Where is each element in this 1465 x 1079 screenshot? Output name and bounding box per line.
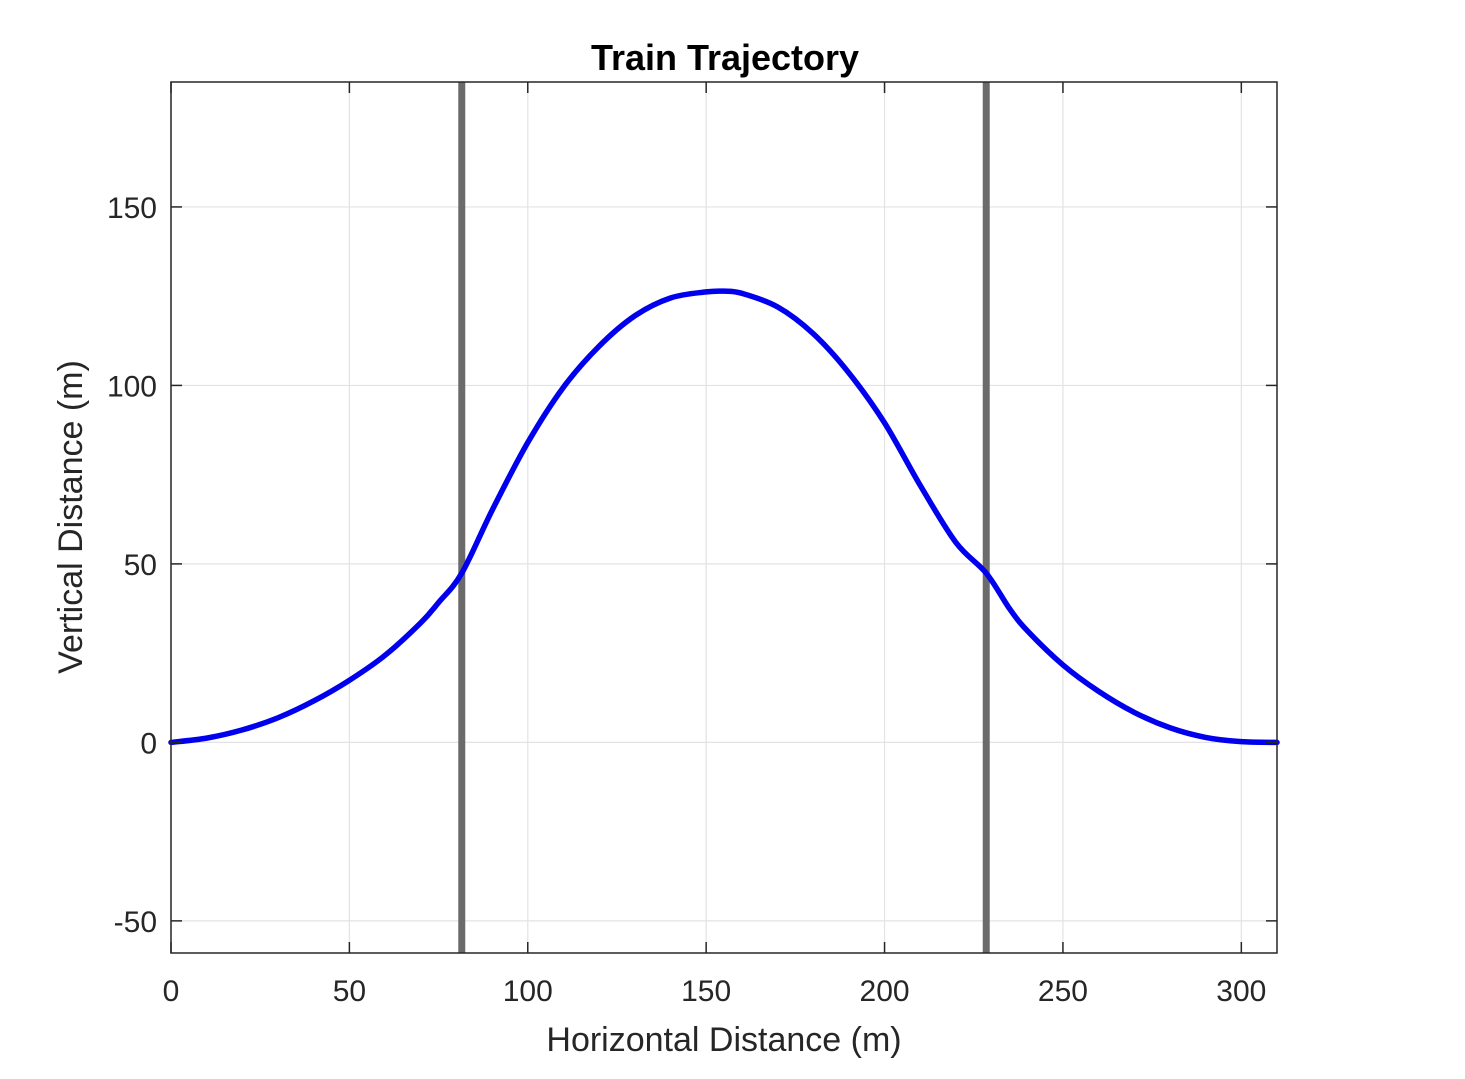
x-tick-label: 200 bbox=[860, 975, 910, 1008]
x-tick-label: 100 bbox=[503, 975, 553, 1008]
y-tick-label: 50 bbox=[124, 549, 157, 582]
y-tick-label: 100 bbox=[107, 370, 157, 403]
plot-frame bbox=[170, 81, 1278, 954]
y-tick-label: 0 bbox=[140, 727, 157, 760]
vertical-markers bbox=[458, 82, 990, 953]
plot-area bbox=[171, 82, 1277, 953]
y-axis-label: Vertical Distance (m) bbox=[52, 360, 90, 674]
x-tick-label: 250 bbox=[1038, 975, 1088, 1008]
x-axis-label: Horizontal Distance (m) bbox=[546, 1021, 901, 1059]
y-tick-label: -50 bbox=[114, 906, 157, 939]
series-layer bbox=[168, 288, 1280, 746]
x-tick-label: 300 bbox=[1216, 975, 1266, 1008]
axis-ticks: 0 50 100 150 200 250 300 -50 0 50 100 150 bbox=[107, 82, 1277, 1008]
x-tick-label: 50 bbox=[333, 975, 366, 1008]
x-tick-label: 150 bbox=[681, 975, 731, 1008]
grid-lines bbox=[170, 82, 1277, 953]
trajectory-line bbox=[168, 288, 1280, 746]
x-tick-label: 0 bbox=[163, 975, 180, 1008]
chart-title: Train Trajectory bbox=[591, 37, 859, 78]
y-tick-label: 150 bbox=[107, 192, 157, 225]
